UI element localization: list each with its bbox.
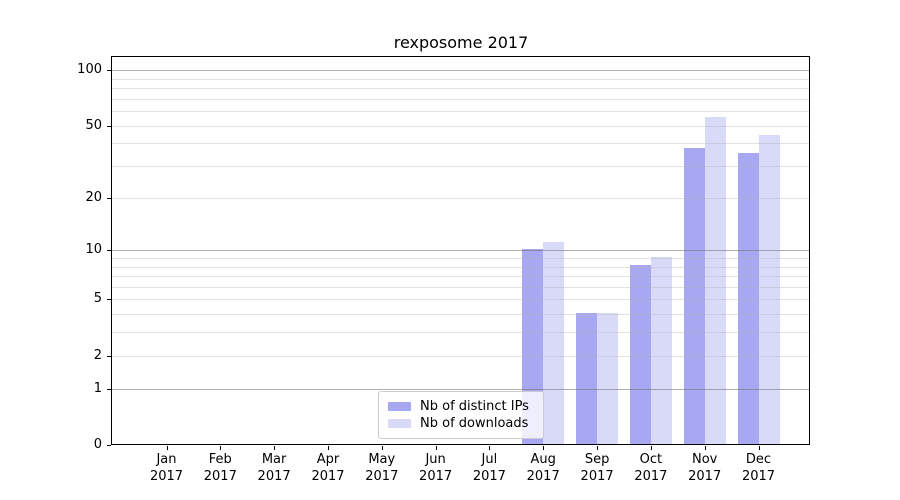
x-tick-label: Dec 2017 (741, 452, 776, 484)
x-tick (597, 446, 599, 450)
legend-item-distinct-ips: Nb of distinct IPs (388, 398, 534, 415)
x-tick (381, 446, 383, 450)
x-tick (489, 446, 491, 450)
bar-distinct-ips-oct (629, 265, 651, 444)
y-tick-label: 50 (85, 117, 102, 133)
legend-swatch-distinct-ips (388, 402, 411, 411)
y-tick (107, 70, 111, 71)
x-tick-label: Aug 2017 (526, 452, 560, 484)
gridline-minor (112, 87, 809, 89)
legend-item-downloads: Nb of downloads (388, 415, 534, 432)
x-tick-label: Apr 2017 (311, 452, 345, 484)
x-tick-label: Jul 2017 (472, 452, 506, 484)
x-tick (435, 446, 437, 450)
x-tick (650, 446, 652, 450)
bar-distinct-ips-dec (737, 152, 759, 444)
y-tick (107, 299, 111, 301)
gridline-minor (112, 299, 809, 301)
gridline-minor (112, 332, 809, 334)
legend: Nb of distinct IPs Nb of downloads (378, 391, 544, 439)
y-tick-label: 5 (93, 291, 102, 307)
y-tick-label: 0 (93, 437, 102, 452)
bar-distinct-ips-sep (576, 313, 598, 444)
y-tick-label: 10 (85, 242, 102, 258)
x-tick (328, 446, 329, 450)
x-tick-label: Sep 2017 (580, 452, 614, 484)
gridline-minor (112, 276, 809, 277)
bar-downloads-nov (704, 116, 726, 444)
plot-area (111, 56, 810, 445)
x-tick (704, 446, 706, 450)
gridline-major (112, 250, 809, 252)
x-tick (758, 446, 760, 450)
y-tick-label: 1 (93, 380, 102, 396)
y-tick-label: 2 (93, 347, 102, 363)
x-tick-label: Oct 2017 (634, 452, 668, 484)
y-tick (107, 388, 111, 390)
y-tick (107, 125, 111, 127)
x-tick (220, 446, 222, 450)
x-tick-label: Jan 2017 (149, 452, 184, 484)
gridline-minor (112, 166, 809, 167)
x-tick (166, 446, 168, 450)
bar-downloads-sep (597, 313, 619, 444)
gridline-minor (112, 125, 809, 127)
bar-downloads-aug (543, 242, 565, 444)
x-tick (274, 446, 276, 450)
gridline-minor (112, 78, 809, 80)
gridline-major (112, 70, 809, 71)
bar-downloads-dec (758, 134, 780, 444)
gridline-minor (112, 98, 809, 100)
x-tick-label: Feb 2017 (203, 452, 237, 484)
legend-label-downloads: Nb of downloads (420, 416, 529, 431)
y-tick (107, 445, 111, 446)
gridline-minor (112, 314, 809, 316)
y-tick (107, 355, 111, 357)
legend-swatch-downloads (388, 419, 411, 428)
x-tick-label: Mar 2017 (257, 452, 291, 484)
gridline-minor (112, 257, 809, 259)
gridline-minor (112, 143, 809, 145)
x-tick (543, 446, 545, 450)
bar-downloads-oct (650, 256, 672, 444)
y-tick-label: 20 (85, 189, 102, 205)
bar-distinct-ips-nov (683, 148, 705, 444)
gridline-minor (112, 266, 809, 268)
y-tick-label: 100 (77, 62, 102, 77)
y-tick (107, 197, 111, 199)
gridline-minor (112, 355, 809, 357)
y-tick (107, 250, 111, 252)
x-tick-label: May 2017 (365, 452, 399, 484)
gridline-minor (112, 111, 809, 112)
chart-title: rexposome 2017 (393, 33, 529, 52)
x-tick-label: Jun 2017 (419, 452, 453, 484)
gridline-minor (112, 286, 809, 288)
x-tick-label: Nov 2017 (688, 452, 722, 484)
legend-label-distinct-ips: Nb of distinct IPs (420, 399, 529, 414)
gridline-minor (112, 197, 809, 199)
gridline-major (112, 388, 809, 390)
